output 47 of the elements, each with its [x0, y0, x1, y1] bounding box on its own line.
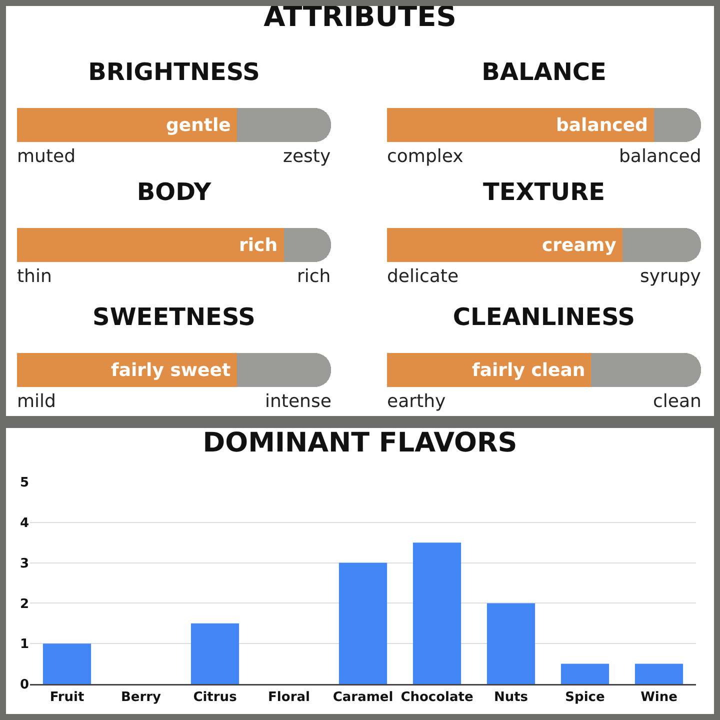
chart-title: BALANCE: [482, 58, 606, 86]
bar: [486, 603, 536, 684]
text: mild: [17, 391, 56, 412]
x-tick-label: Berry: [120, 690, 162, 706]
bar: [412, 542, 462, 684]
y-tick-label: 3: [20, 556, 29, 572]
y-tick-label: 0: [20, 678, 29, 693]
text: earthy: [387, 391, 446, 412]
bar: [190, 623, 240, 684]
chart-title: CLEANLINESS: [452, 302, 636, 331]
x-tick-label: Spice: [565, 690, 605, 706]
x-tick-label: Fruit: [50, 690, 84, 706]
text: intense: [265, 391, 332, 412]
annotation: balanced: [556, 115, 648, 136]
annotation: gentle: [166, 115, 231, 136]
text: syrupy: [640, 266, 702, 287]
text: thin: [17, 266, 52, 287]
text: muted: [17, 146, 76, 167]
x-tick-label: Caramel: [332, 690, 394, 706]
y-tick-label: 2: [20, 596, 29, 612]
chart-title: TEXTURE: [482, 178, 606, 206]
chart-title: DOMINANT FLAVORS: [202, 428, 518, 459]
y-tick-label: 5: [20, 476, 29, 491]
bar: [560, 664, 610, 684]
x-tick-label: Wine: [640, 690, 678, 706]
text: delicate: [387, 266, 459, 287]
y-tick-label: 4: [20, 516, 29, 531]
bar: [634, 664, 684, 684]
annotation: fairly sweet: [111, 360, 231, 381]
text: clean: [653, 391, 702, 412]
bar: [338, 562, 388, 684]
chart-title: BODY: [136, 178, 212, 206]
x-tick-label: Citrus: [193, 690, 238, 706]
x-tick-label: Floral: [268, 690, 310, 706]
chart-title: BRIGHTNESS: [88, 58, 260, 86]
chart-title: SWEETNESS: [92, 302, 256, 331]
x-tick-label: Nuts: [494, 690, 528, 706]
text: zesty: [283, 146, 331, 167]
annotation: rich: [239, 235, 278, 256]
text: complex: [387, 146, 464, 167]
text: rich: [297, 266, 331, 287]
text: balanced: [619, 146, 702, 167]
bar: [42, 644, 92, 684]
annotation: creamy: [542, 235, 617, 256]
x-tick-label: Chocolate: [400, 690, 474, 706]
annotation: fairly clean: [472, 360, 586, 381]
y-tick-label: 1: [20, 637, 29, 652]
